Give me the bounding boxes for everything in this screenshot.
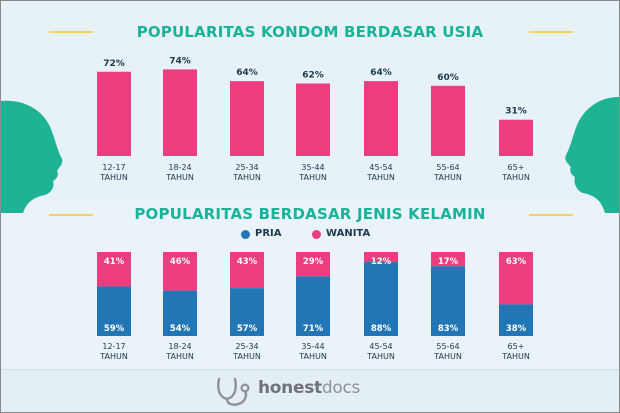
- gender-category-label: TAHUN: [232, 352, 261, 361]
- title-decoration-right: [529, 31, 573, 33]
- age-category-label: 25-34: [235, 163, 258, 172]
- age-bar-chart: 72%12-17TAHUN74%18-24TAHUN64%25-34TAHUN6…: [97, 56, 533, 182]
- footer: [1, 369, 619, 412]
- legend-wanita-swatch: [312, 230, 321, 239]
- pria-value-label: 59%: [104, 324, 125, 334]
- pria-value-label: 71%: [303, 324, 324, 334]
- age-category-label: TAHUN: [366, 173, 395, 182]
- gender-category-label: TAHUN: [165, 352, 194, 361]
- wanita-segment: [364, 252, 398, 263]
- age-bar-value-label: 64%: [236, 68, 258, 78]
- age-bar-value-label: 72%: [103, 59, 125, 69]
- wanita-value-label: 46%: [170, 257, 191, 267]
- age-bar-value-label: 31%: [505, 107, 527, 117]
- pria-segment: [97, 286, 131, 336]
- age-category-label: 12-17: [102, 163, 125, 172]
- gender-category-label: 35-44: [301, 342, 324, 351]
- age-bar: [296, 83, 330, 156]
- pria-segment: [296, 276, 330, 336]
- gender-category-label: TAHUN: [366, 352, 395, 361]
- age-category-label: TAHUN: [298, 173, 327, 182]
- gender-category-label: TAHUN: [501, 352, 530, 361]
- legend-pria-swatch: [241, 230, 250, 239]
- pria-value-label: 57%: [237, 324, 258, 334]
- wanita-value-label: 63%: [506, 257, 527, 267]
- age-bar-value-label: 74%: [169, 56, 191, 66]
- wanita-value-label: 12%: [371, 257, 392, 267]
- age-bar: [230, 81, 264, 156]
- stethoscope-icon: [217, 377, 250, 406]
- brand-part-1: honest: [258, 378, 322, 398]
- right-face-silhouette-icon: [565, 97, 619, 213]
- age-bar: [431, 85, 465, 156]
- age-bar: [364, 81, 398, 156]
- pria-value-label: 54%: [170, 324, 191, 334]
- pria-segment: [364, 262, 398, 336]
- title2-decoration-right: [529, 214, 573, 216]
- age-bar: [163, 69, 197, 156]
- pria-segment: [163, 290, 197, 336]
- gender-category-label: 25-34: [235, 342, 258, 351]
- title2-decoration-left: [49, 214, 93, 216]
- age-category-label: TAHUN: [232, 173, 261, 182]
- age-category-label: 45-54: [369, 163, 392, 172]
- wanita-value-label: 43%: [237, 257, 258, 267]
- age-bar-value-label: 64%: [370, 68, 392, 78]
- age-category-label: 55-64: [436, 163, 459, 172]
- chart1-title: POPULARITAS KONDOM BERDASAR USIA: [136, 23, 484, 41]
- gender-category-label: 18-24: [168, 342, 191, 351]
- age-category-label: 35-44: [301, 163, 324, 172]
- brand-part-2: docs: [321, 378, 361, 398]
- brand-logo-text: honestdocs: [258, 378, 360, 398]
- wanita-segment: [230, 252, 264, 289]
- pria-segment: [499, 304, 533, 336]
- gender-category-label: 55-64: [436, 342, 459, 351]
- age-category-label: 65+: [508, 163, 525, 172]
- chart2-title: POPULARITAS BERDASAR JENIS KELAMIN: [134, 205, 486, 223]
- legend-wanita-label: WANITA: [326, 228, 371, 239]
- gender-category-label: TAHUN: [298, 352, 327, 361]
- age-bar-value-label: 60%: [437, 73, 459, 83]
- age-bar-value-label: 62%: [302, 70, 324, 80]
- legend-pria-label: PRIA: [255, 228, 282, 239]
- title-decoration-left: [49, 31, 93, 33]
- wanita-segment: [296, 252, 330, 277]
- pria-segment: [431, 266, 465, 336]
- wanita-segment: [431, 252, 465, 267]
- wanita-value-label: 29%: [303, 257, 324, 267]
- gender-category-label: TAHUN: [99, 352, 128, 361]
- age-category-label: TAHUN: [165, 173, 194, 182]
- pria-value-label: 88%: [371, 324, 392, 334]
- gender-category-label: 12-17: [102, 342, 125, 351]
- age-category-label: TAHUN: [99, 173, 128, 182]
- age-category-label: TAHUN: [433, 173, 462, 182]
- wanita-segment: [163, 252, 197, 291]
- wanita-segment: [499, 252, 533, 305]
- left-face-silhouette-icon: [1, 100, 63, 213]
- gender-category-label: 45-54: [369, 342, 392, 351]
- pria-value-label: 38%: [506, 324, 527, 334]
- wanita-value-label: 17%: [438, 257, 459, 267]
- age-category-label: TAHUN: [501, 173, 530, 182]
- pria-segment: [230, 288, 264, 336]
- age-bar: [499, 119, 533, 156]
- wanita-segment: [97, 252, 131, 287]
- age-category-label: 18-24: [168, 163, 191, 172]
- pria-value-label: 83%: [438, 324, 459, 334]
- wanita-value-label: 41%: [104, 257, 125, 267]
- age-bar: [97, 71, 131, 156]
- gender-category-label: 65+: [508, 342, 525, 351]
- gender-category-label: TAHUN: [433, 352, 462, 361]
